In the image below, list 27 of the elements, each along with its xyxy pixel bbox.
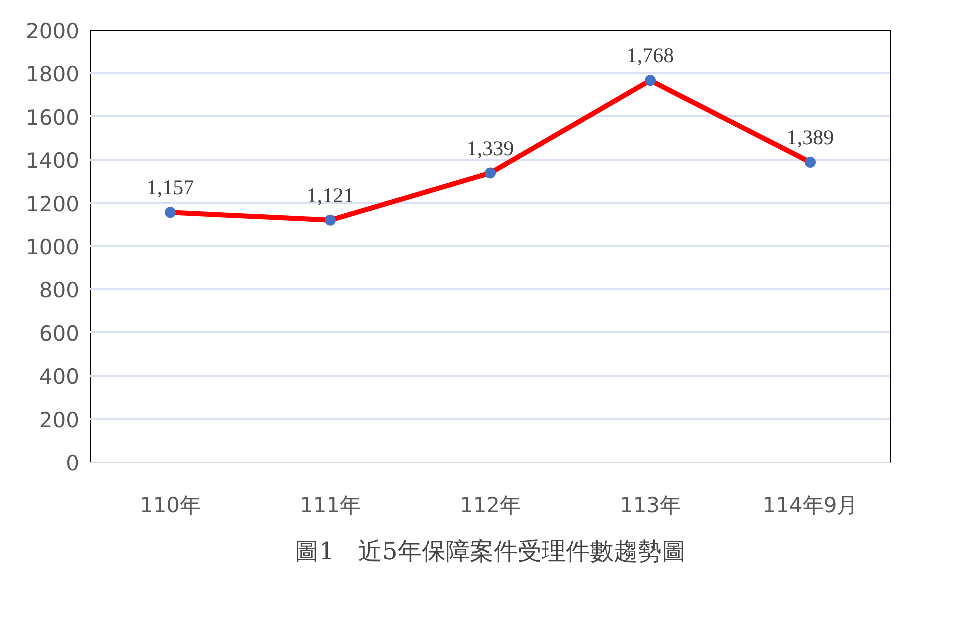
- y-tick-label: 800: [39, 278, 80, 303]
- x-tick-label: 113年: [620, 494, 682, 518]
- point: [485, 168, 496, 179]
- point: [325, 214, 336, 226]
- y-tick-label: 1800: [26, 62, 80, 87]
- x-tick-label: 114年9月: [762, 494, 858, 518]
- y-tick-label: 200: [39, 408, 80, 432]
- x-tick-label: 111年: [300, 494, 362, 518]
- y-tick-label: 1600: [26, 106, 80, 130]
- caption: 圖1 近5年保障案件受理件數趨勢圖: [295, 538, 686, 566]
- data-label: 1,121: [306, 183, 354, 208]
- point: [805, 156, 816, 168]
- point: [165, 207, 176, 218]
- y-tick-label: 2000: [26, 20, 80, 44]
- data-label: 1,768: [626, 44, 674, 68]
- x-tick-label: 112年: [460, 494, 522, 518]
- y-tick-label: 1200: [26, 192, 80, 216]
- x-tick-label: 110年: [140, 494, 202, 518]
- y-tick-label: 1000: [26, 236, 80, 260]
- y-tick-label: 1400: [26, 149, 80, 174]
- y-tick-label: 400: [39, 365, 80, 390]
- point: [645, 75, 656, 86]
- data-label: 1,339: [466, 136, 514, 160]
- y-tick-label: 600: [39, 322, 80, 346]
- y-tick-label: 0: [66, 452, 80, 476]
- data-label: 1,157: [146, 176, 194, 200]
- data-label: 1,389: [786, 125, 834, 150]
